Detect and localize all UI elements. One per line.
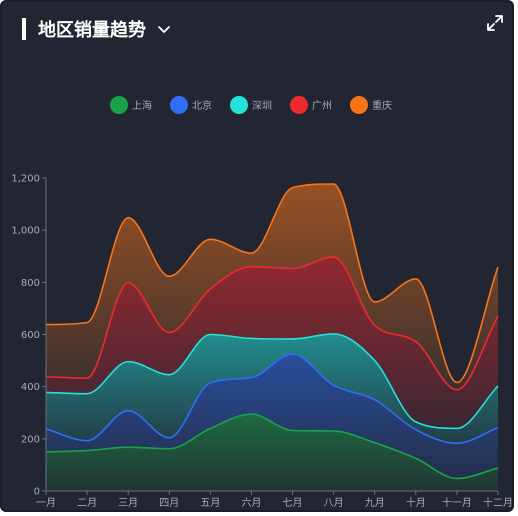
legend-item-北京[interactable]: 北京 (170, 96, 212, 114)
series-line-深圳 (45, 333, 499, 430)
y-tick-label: 600 (21, 330, 40, 341)
series-line-北京 (45, 353, 499, 445)
x-tick-label: 八月 (324, 497, 344, 509)
area-fill-上海 (46, 414, 498, 491)
expand-icon[interactable] (486, 14, 504, 32)
legend-label: 重庆 (372, 99, 392, 112)
y-tick-label: 800 (21, 278, 40, 289)
legend-label: 广州 (312, 100, 332, 112)
x-tick-label: 九月 (365, 497, 385, 509)
panel-title: 地区销量趋势 (38, 20, 146, 41)
y-tick-label: 1,000 (11, 226, 40, 237)
legend-label: 上海 (132, 99, 152, 112)
legend-label: 深圳 (252, 100, 272, 112)
area-fill-北京 (46, 354, 498, 479)
x-tick-label: 十月 (406, 496, 426, 509)
legend-swatch (290, 96, 308, 114)
chevron-down-icon[interactable] (156, 21, 172, 37)
y-tick-label: 0 (34, 487, 40, 498)
legend-swatch (350, 96, 368, 114)
legend-label: 北京 (192, 99, 212, 112)
x-tick-label: 七月 (283, 497, 303, 509)
y-tick-label: 400 (21, 382, 40, 393)
panel-header: 地区销量趋势 (22, 16, 172, 42)
x-tick-label: 三月 (118, 497, 138, 509)
series-line-重庆 (45, 183, 499, 384)
x-tick-label: 一月 (36, 497, 56, 509)
x-tick-label: 六月 (241, 497, 261, 509)
series-line-广州 (45, 256, 499, 391)
legend-item-深圳[interactable]: 深圳 (230, 96, 272, 114)
x-tick-label: 十二月 (483, 496, 513, 509)
legend-swatch (110, 96, 128, 114)
legend-swatch (170, 96, 188, 114)
series-line-上海 (45, 413, 499, 480)
legend-swatch (230, 96, 248, 114)
area-fill-深圳 (46, 333, 498, 444)
x-tick-label: 十一月 (442, 496, 472, 509)
y-tick-label: 200 (21, 434, 40, 445)
legend-item-广州[interactable]: 广州 (290, 96, 332, 114)
legend: 上海 北京 深圳 广州 重庆 (110, 96, 392, 114)
x-tick-label: 五月 (200, 497, 220, 509)
y-tick-label: 1,200 (11, 174, 40, 185)
area-fill-广州 (46, 257, 498, 429)
legend-item-重庆[interactable]: 重庆 (350, 96, 392, 114)
x-tick-label: 二月 (77, 497, 97, 509)
x-tick-label: 四月 (159, 497, 179, 509)
axis-layer: 0 200 400 600 800 1,000 1,200 一月 二月 三月 四月 五月 六月 七月 八月 九… (11, 174, 513, 510)
area-layer (45, 183, 499, 491)
stacked-area-chart: 上海 北京 深圳 广州 重庆 0 200 400 600 800 1,000 1,200 一月 二月 三月… (11, 96, 513, 510)
legend-item-上海[interactable]: 上海 (110, 96, 152, 114)
title-accent-bar (22, 18, 26, 40)
